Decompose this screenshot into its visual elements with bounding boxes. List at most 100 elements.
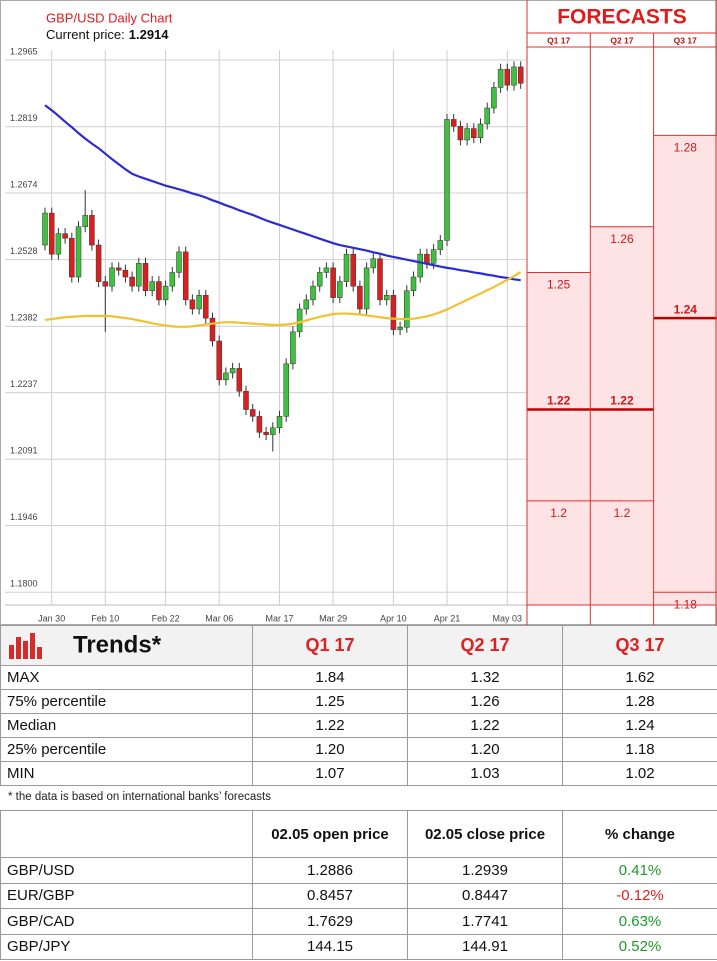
x-tick-label: Mar 29 xyxy=(319,613,347,623)
candle-body xyxy=(243,390,249,410)
candle-body xyxy=(497,68,504,88)
candle-body xyxy=(216,340,222,381)
candle-body xyxy=(263,432,269,435)
column-header: Q3 17 xyxy=(562,625,717,666)
table-cell: 1.84 xyxy=(252,665,408,690)
candle-body xyxy=(390,295,397,330)
y-tick-label: 1.2965 xyxy=(10,46,38,56)
table-cell: 1.22 xyxy=(252,713,408,738)
table-cell: -0.12% xyxy=(562,882,717,909)
table-cell: 1.2886 xyxy=(252,857,408,884)
candle-body xyxy=(129,276,135,287)
forecast-level-label: 1.22 xyxy=(547,394,571,408)
table-cell: 0.52% xyxy=(562,933,717,960)
candle-body xyxy=(82,215,88,228)
x-tick-label: Apr 21 xyxy=(434,613,461,623)
column-header: 02.05 open price xyxy=(252,810,408,858)
forecast-column-label: Q2 17 xyxy=(610,35,633,45)
candle-body xyxy=(109,267,115,287)
candle-body xyxy=(75,226,82,278)
candle-body xyxy=(256,416,263,433)
candle-body xyxy=(377,258,383,301)
x-tick-label: May 03 xyxy=(493,613,523,623)
candle-body xyxy=(223,372,229,381)
candle-body xyxy=(42,212,48,246)
footnote: * the data is based on international ban… xyxy=(8,791,271,803)
candle-body xyxy=(249,409,256,417)
candle-body xyxy=(444,119,450,241)
trends-title: Trends* xyxy=(73,630,162,658)
table-cell: 1.62 xyxy=(562,665,717,690)
candle-body xyxy=(471,128,477,138)
candle-body xyxy=(517,66,524,84)
y-tick-label: 1.2674 xyxy=(10,179,38,189)
candle-body xyxy=(270,427,276,435)
candle-body xyxy=(430,249,437,264)
table-row: GBP/USD 1.2886 1.2939 0.41% xyxy=(0,857,717,884)
table-row: EUR/GBP 0.8457 0.8447 -0.12% xyxy=(0,882,717,909)
forecasts-title: FORECASTS xyxy=(557,6,687,29)
row-label: MAX xyxy=(0,665,253,690)
chart: GBP/USD Daily Chart Current price: 1.2914… xyxy=(0,0,717,625)
x-tick-label: Apr 10 xyxy=(380,613,407,623)
candle-body xyxy=(504,68,511,86)
column-header: Q1 17 xyxy=(252,625,408,666)
x-tick-label: Feb 10 xyxy=(91,613,119,623)
row-label: Median xyxy=(0,713,253,738)
table-row: Trends* Q1 17 Q2 17 Q3 17 xyxy=(0,625,717,666)
candle-body xyxy=(102,281,109,287)
candle-body xyxy=(450,119,457,127)
chart-title: GBP/USD Daily Chart xyxy=(46,10,173,25)
candle-body xyxy=(370,258,377,269)
x-tick-label: Feb 22 xyxy=(152,613,180,623)
table-cell: 144.15 xyxy=(252,933,408,960)
row-label: GBP/USD xyxy=(0,857,253,884)
candle-body xyxy=(464,128,470,141)
forecast-level-label: 1.2 xyxy=(614,506,631,520)
candle-body xyxy=(169,272,176,287)
table-row: GBP/JPY 144.15 144.91 0.52% xyxy=(0,933,717,960)
forecast-level-label: 1.26 xyxy=(610,232,634,246)
trends-icon xyxy=(9,632,42,659)
candle-body xyxy=(437,240,444,250)
candle-body xyxy=(283,363,289,417)
table-cell: 1.20 xyxy=(407,737,563,762)
y-tick-label: 1.1946 xyxy=(10,512,38,522)
candle-body xyxy=(142,263,149,291)
forecast-level-label: 1.22 xyxy=(610,394,634,408)
candle-body xyxy=(491,87,497,109)
candle-body xyxy=(176,251,182,273)
candle-body xyxy=(310,285,316,301)
y-tick-label: 1.2091 xyxy=(10,446,38,456)
candle-body xyxy=(383,295,390,301)
candle-body xyxy=(316,272,323,287)
row-label: 75% percentile xyxy=(0,689,253,714)
candle-body xyxy=(511,66,517,86)
moving-average-line xyxy=(44,104,521,282)
candle-body xyxy=(484,107,490,125)
table-cell: 1.7741 xyxy=(407,908,563,935)
candle-body xyxy=(89,215,95,246)
candle-body xyxy=(209,317,216,342)
table-cell: 144.91 xyxy=(407,933,563,960)
current-price-label: Current price: xyxy=(46,27,125,42)
table-cell: 0.63% xyxy=(562,908,717,935)
row-label: MIN xyxy=(0,761,253,786)
candle-body xyxy=(55,233,62,255)
candle-body xyxy=(122,269,129,278)
table-row: MAX 1.84 1.32 1.62 xyxy=(0,665,717,690)
trends-title-cell: Trends* xyxy=(0,625,253,666)
table-cell: 1.26 xyxy=(407,689,563,714)
row-label: EUR/GBP xyxy=(0,882,253,909)
table-row: 75% percentile 1.25 1.26 1.28 xyxy=(0,689,717,714)
x-tick-label: Mar 17 xyxy=(265,613,293,623)
candle-body xyxy=(397,327,403,330)
table-cell: 1.18 xyxy=(562,737,717,762)
candle-body xyxy=(330,267,336,298)
candle-body xyxy=(343,253,350,282)
candle-body xyxy=(303,299,310,310)
candle-body xyxy=(357,285,363,310)
y-tick-label: 1.1800 xyxy=(10,579,38,589)
moving-average-line xyxy=(44,271,522,328)
forecast-level-label: 1.25 xyxy=(547,278,571,292)
